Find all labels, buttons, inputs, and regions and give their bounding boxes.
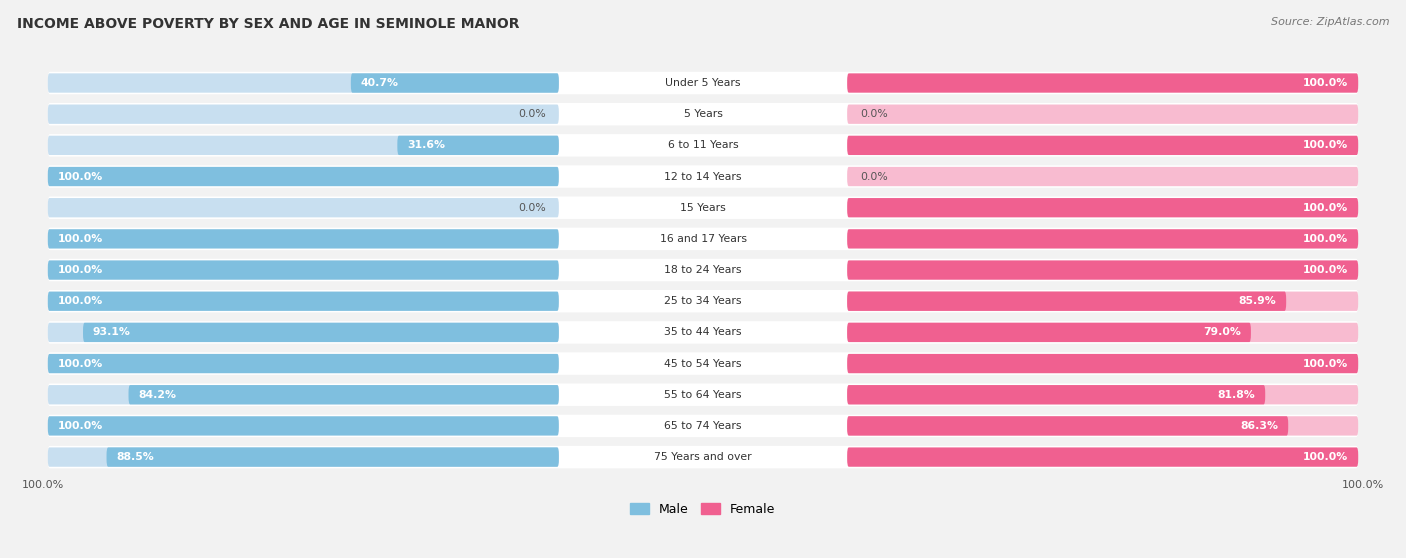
Text: 100.0%: 100.0% bbox=[58, 171, 103, 181]
FancyBboxPatch shape bbox=[398, 136, 558, 155]
Text: 0.0%: 0.0% bbox=[517, 203, 546, 213]
Text: 84.2%: 84.2% bbox=[138, 389, 176, 400]
Text: 81.8%: 81.8% bbox=[1218, 389, 1256, 400]
Text: 100.0%: 100.0% bbox=[1303, 265, 1348, 275]
FancyBboxPatch shape bbox=[48, 198, 558, 218]
Text: 100.0%: 100.0% bbox=[1303, 203, 1348, 213]
FancyBboxPatch shape bbox=[48, 261, 558, 280]
Text: 100.0%: 100.0% bbox=[58, 234, 103, 244]
Text: 100.0%: 100.0% bbox=[58, 421, 103, 431]
Text: 100.0%: 100.0% bbox=[58, 265, 103, 275]
FancyBboxPatch shape bbox=[48, 290, 1358, 312]
FancyBboxPatch shape bbox=[848, 261, 1358, 280]
FancyBboxPatch shape bbox=[48, 292, 558, 311]
FancyBboxPatch shape bbox=[848, 448, 1358, 466]
FancyBboxPatch shape bbox=[352, 73, 558, 93]
FancyBboxPatch shape bbox=[48, 352, 1358, 375]
Text: 86.3%: 86.3% bbox=[1240, 421, 1278, 431]
Text: 100.0%: 100.0% bbox=[1343, 479, 1385, 489]
Text: INCOME ABOVE POVERTY BY SEX AND AGE IN SEMINOLE MANOR: INCOME ABOVE POVERTY BY SEX AND AGE IN S… bbox=[17, 17, 519, 31]
FancyBboxPatch shape bbox=[48, 446, 1358, 468]
FancyBboxPatch shape bbox=[848, 354, 1358, 373]
Text: 100.0%: 100.0% bbox=[1303, 359, 1348, 369]
FancyBboxPatch shape bbox=[848, 167, 1358, 186]
Text: 100.0%: 100.0% bbox=[1303, 78, 1348, 88]
Text: 65 to 74 Years: 65 to 74 Years bbox=[664, 421, 742, 431]
FancyBboxPatch shape bbox=[48, 259, 1358, 281]
FancyBboxPatch shape bbox=[107, 448, 558, 466]
FancyBboxPatch shape bbox=[48, 383, 1358, 406]
FancyBboxPatch shape bbox=[48, 165, 1358, 187]
FancyBboxPatch shape bbox=[83, 323, 558, 342]
Text: 85.9%: 85.9% bbox=[1239, 296, 1277, 306]
FancyBboxPatch shape bbox=[848, 416, 1358, 436]
FancyBboxPatch shape bbox=[48, 321, 1358, 344]
Text: 5 Years: 5 Years bbox=[683, 109, 723, 119]
Text: 79.0%: 79.0% bbox=[1204, 328, 1241, 338]
FancyBboxPatch shape bbox=[48, 72, 1358, 94]
FancyBboxPatch shape bbox=[48, 415, 1358, 437]
Text: 93.1%: 93.1% bbox=[93, 328, 131, 338]
FancyBboxPatch shape bbox=[848, 385, 1265, 405]
Text: 100.0%: 100.0% bbox=[1303, 234, 1348, 244]
FancyBboxPatch shape bbox=[48, 104, 558, 124]
Text: 31.6%: 31.6% bbox=[408, 141, 446, 150]
Text: 12 to 14 Years: 12 to 14 Years bbox=[664, 171, 742, 181]
Text: 55 to 64 Years: 55 to 64 Years bbox=[664, 389, 742, 400]
Text: 45 to 54 Years: 45 to 54 Years bbox=[664, 359, 742, 369]
Text: 100.0%: 100.0% bbox=[21, 479, 63, 489]
Text: 15 Years: 15 Years bbox=[681, 203, 725, 213]
Text: 75 Years and over: 75 Years and over bbox=[654, 452, 752, 462]
Text: 100.0%: 100.0% bbox=[58, 359, 103, 369]
FancyBboxPatch shape bbox=[48, 416, 558, 436]
Text: 88.5%: 88.5% bbox=[117, 452, 155, 462]
Text: Source: ZipAtlas.com: Source: ZipAtlas.com bbox=[1271, 17, 1389, 27]
FancyBboxPatch shape bbox=[48, 448, 558, 466]
FancyBboxPatch shape bbox=[48, 167, 558, 186]
Text: 16 and 17 Years: 16 and 17 Years bbox=[659, 234, 747, 244]
Text: 35 to 44 Years: 35 to 44 Years bbox=[664, 328, 742, 338]
Legend: Male, Female: Male, Female bbox=[626, 498, 780, 521]
FancyBboxPatch shape bbox=[848, 198, 1358, 218]
Text: 6 to 11 Years: 6 to 11 Years bbox=[668, 141, 738, 150]
FancyBboxPatch shape bbox=[128, 385, 558, 405]
Text: 40.7%: 40.7% bbox=[361, 78, 399, 88]
FancyBboxPatch shape bbox=[848, 229, 1358, 248]
FancyBboxPatch shape bbox=[848, 136, 1358, 155]
Text: 100.0%: 100.0% bbox=[58, 296, 103, 306]
FancyBboxPatch shape bbox=[848, 385, 1358, 405]
FancyBboxPatch shape bbox=[848, 73, 1358, 93]
Text: 25 to 34 Years: 25 to 34 Years bbox=[664, 296, 742, 306]
FancyBboxPatch shape bbox=[48, 354, 558, 373]
FancyBboxPatch shape bbox=[48, 134, 1358, 157]
FancyBboxPatch shape bbox=[848, 104, 1358, 124]
Text: Under 5 Years: Under 5 Years bbox=[665, 78, 741, 88]
FancyBboxPatch shape bbox=[48, 103, 1358, 126]
FancyBboxPatch shape bbox=[848, 416, 1288, 436]
FancyBboxPatch shape bbox=[48, 228, 1358, 250]
FancyBboxPatch shape bbox=[48, 229, 558, 248]
FancyBboxPatch shape bbox=[848, 323, 1251, 342]
Text: 100.0%: 100.0% bbox=[1303, 452, 1348, 462]
FancyBboxPatch shape bbox=[848, 292, 1358, 311]
Text: 0.0%: 0.0% bbox=[860, 171, 889, 181]
FancyBboxPatch shape bbox=[48, 385, 558, 405]
FancyBboxPatch shape bbox=[848, 292, 1286, 311]
FancyBboxPatch shape bbox=[48, 73, 558, 93]
Text: 18 to 24 Years: 18 to 24 Years bbox=[664, 265, 742, 275]
FancyBboxPatch shape bbox=[48, 136, 558, 155]
FancyBboxPatch shape bbox=[48, 323, 558, 342]
FancyBboxPatch shape bbox=[48, 196, 1358, 219]
FancyBboxPatch shape bbox=[848, 323, 1358, 342]
Text: 0.0%: 0.0% bbox=[860, 109, 889, 119]
Text: 0.0%: 0.0% bbox=[517, 109, 546, 119]
Text: 100.0%: 100.0% bbox=[1303, 141, 1348, 150]
